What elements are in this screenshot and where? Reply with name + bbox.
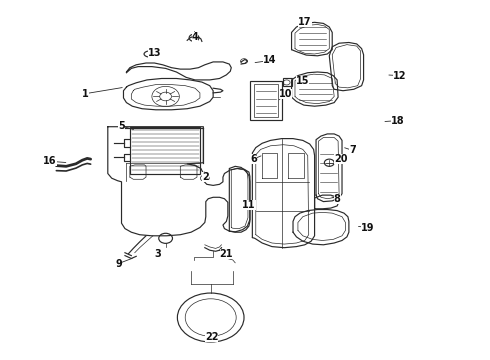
Text: 5: 5 <box>118 121 125 131</box>
Text: 17: 17 <box>298 17 312 27</box>
Text: 19: 19 <box>361 222 374 233</box>
Bar <box>250 81 282 120</box>
Text: 12: 12 <box>392 71 406 81</box>
Bar <box>254 84 278 117</box>
Bar <box>130 127 200 174</box>
Text: 16: 16 <box>43 156 57 166</box>
Text: 7: 7 <box>349 145 356 156</box>
Text: 14: 14 <box>263 55 276 66</box>
Text: 4: 4 <box>192 32 198 42</box>
Bar <box>283 78 292 86</box>
Text: 13: 13 <box>147 48 161 58</box>
Text: 15: 15 <box>295 76 309 86</box>
Text: 8: 8 <box>334 194 341 204</box>
Text: 22: 22 <box>205 332 219 342</box>
Text: 21: 21 <box>220 249 233 259</box>
Text: 1: 1 <box>82 89 89 99</box>
Text: 20: 20 <box>334 154 347 164</box>
Text: 9: 9 <box>115 258 122 269</box>
Text: 18: 18 <box>391 116 405 126</box>
Text: 3: 3 <box>154 249 161 259</box>
Text: 10: 10 <box>279 89 293 99</box>
Text: 11: 11 <box>242 200 256 210</box>
Text: 6: 6 <box>250 154 257 164</box>
Text: 2: 2 <box>202 172 209 182</box>
